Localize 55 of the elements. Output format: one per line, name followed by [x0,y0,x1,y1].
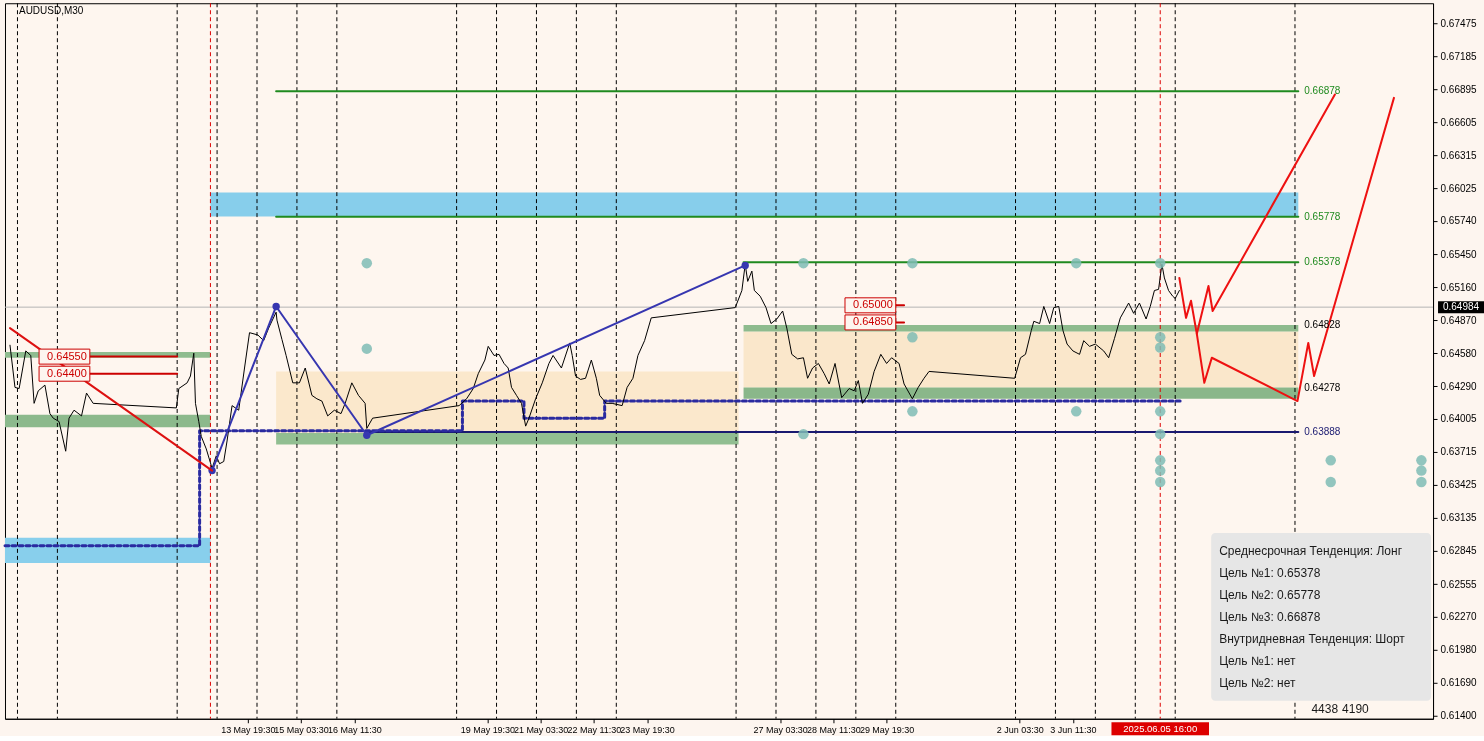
y-tick-label: 0.62555 [1440,578,1478,590]
annotation: Среднесрочная Тенденция: Лонг [1219,543,1403,558]
y-tick-label: 0.63425 [1440,479,1478,491]
y-tick-label: 0.63715 [1440,446,1478,458]
x-tick-label: 21 May 03:30 [513,725,569,736]
annotation: 0.64278 [1304,381,1341,393]
y-tick-label: 0.64870 [1440,314,1478,326]
annotation: Цель №2: нет [1219,675,1296,690]
y-tick-label: 0.66315 [1440,149,1478,161]
x-tick-label: 16 May 11:30 [327,725,382,736]
y-tick-label: 0.67475 [1440,17,1478,29]
y-tick-label: 0.65160 [1440,281,1478,293]
y-tick-label: 0.65450 [1440,248,1478,260]
y-tick-label: 0.65740 [1440,215,1478,227]
ref-line-label: 0.64984 [1442,301,1480,313]
y-tick-label: 0.66025 [1440,182,1478,194]
x-tick-label: 2 Jun 03:30 [996,725,1044,736]
annotation: Цель №1: 0.65378 [1219,565,1321,580]
annotation: Внутридневная Тенденция: Шорт [1219,631,1406,646]
x-tick-label: 27 May 03:30 [753,725,808,736]
y-tick-label: 0.64290 [1440,380,1478,392]
annotation: Цель №1: нет [1219,653,1296,668]
y-tick-label: 0.64005 [1440,413,1478,425]
x-tick-label: 23 May 19:30 [620,725,675,736]
y-tick-label: 0.61980 [1440,644,1478,656]
y-tick-label: 0.63135 [1440,512,1478,524]
data-label: 0.64850 [853,315,893,328]
data-label: 0.66878 [1304,85,1341,97]
y-tick-label: 0.61400 [1440,710,1478,722]
x-tick-label: 19 May 19:30 [460,725,516,736]
y-tick-label: 0.62845 [1440,545,1478,557]
annotation: Цель №2: 0.65778 [1219,587,1321,602]
data-label: 0.65000 [853,298,893,311]
x-tick-label: 13 May 19:30 [221,725,276,736]
annotation: 4438 [1311,701,1339,716]
annotation: Цель №3: 0.66878 [1219,609,1321,624]
y-tick-label: 0.67185 [1440,50,1478,62]
data-label: 0.65778 [1304,210,1341,222]
x-tick-label: 22 May 11:30 [567,725,622,736]
data-label: 0.64550 [47,349,87,362]
data-label: 0.65378 [1304,256,1341,268]
x-tick-label: 29 May 19:30 [859,725,915,736]
data-label: 0.64400 [47,366,87,379]
data-label: 0.63888 [1304,426,1341,438]
y-tick-label: 0.64580 [1440,347,1478,359]
x-tick-label: 28 May 11:30 [806,725,861,736]
x-tick-label: 3 Jun 11:30 [1050,725,1097,736]
chart-title: AUDUSD,M30 [18,5,84,17]
x-tick-label: 15 May 03:30 [274,725,329,736]
y-tick-label: 0.66605 [1440,116,1478,128]
y-tick-label: 0.61690 [1440,677,1478,689]
y-tick-label: 0.66895 [1440,83,1478,95]
ref-line-label: 2025.06.05 16:00 [1123,722,1198,734]
annotation: 4190 [1342,701,1370,716]
y-tick-label: 0.62270 [1440,611,1478,623]
